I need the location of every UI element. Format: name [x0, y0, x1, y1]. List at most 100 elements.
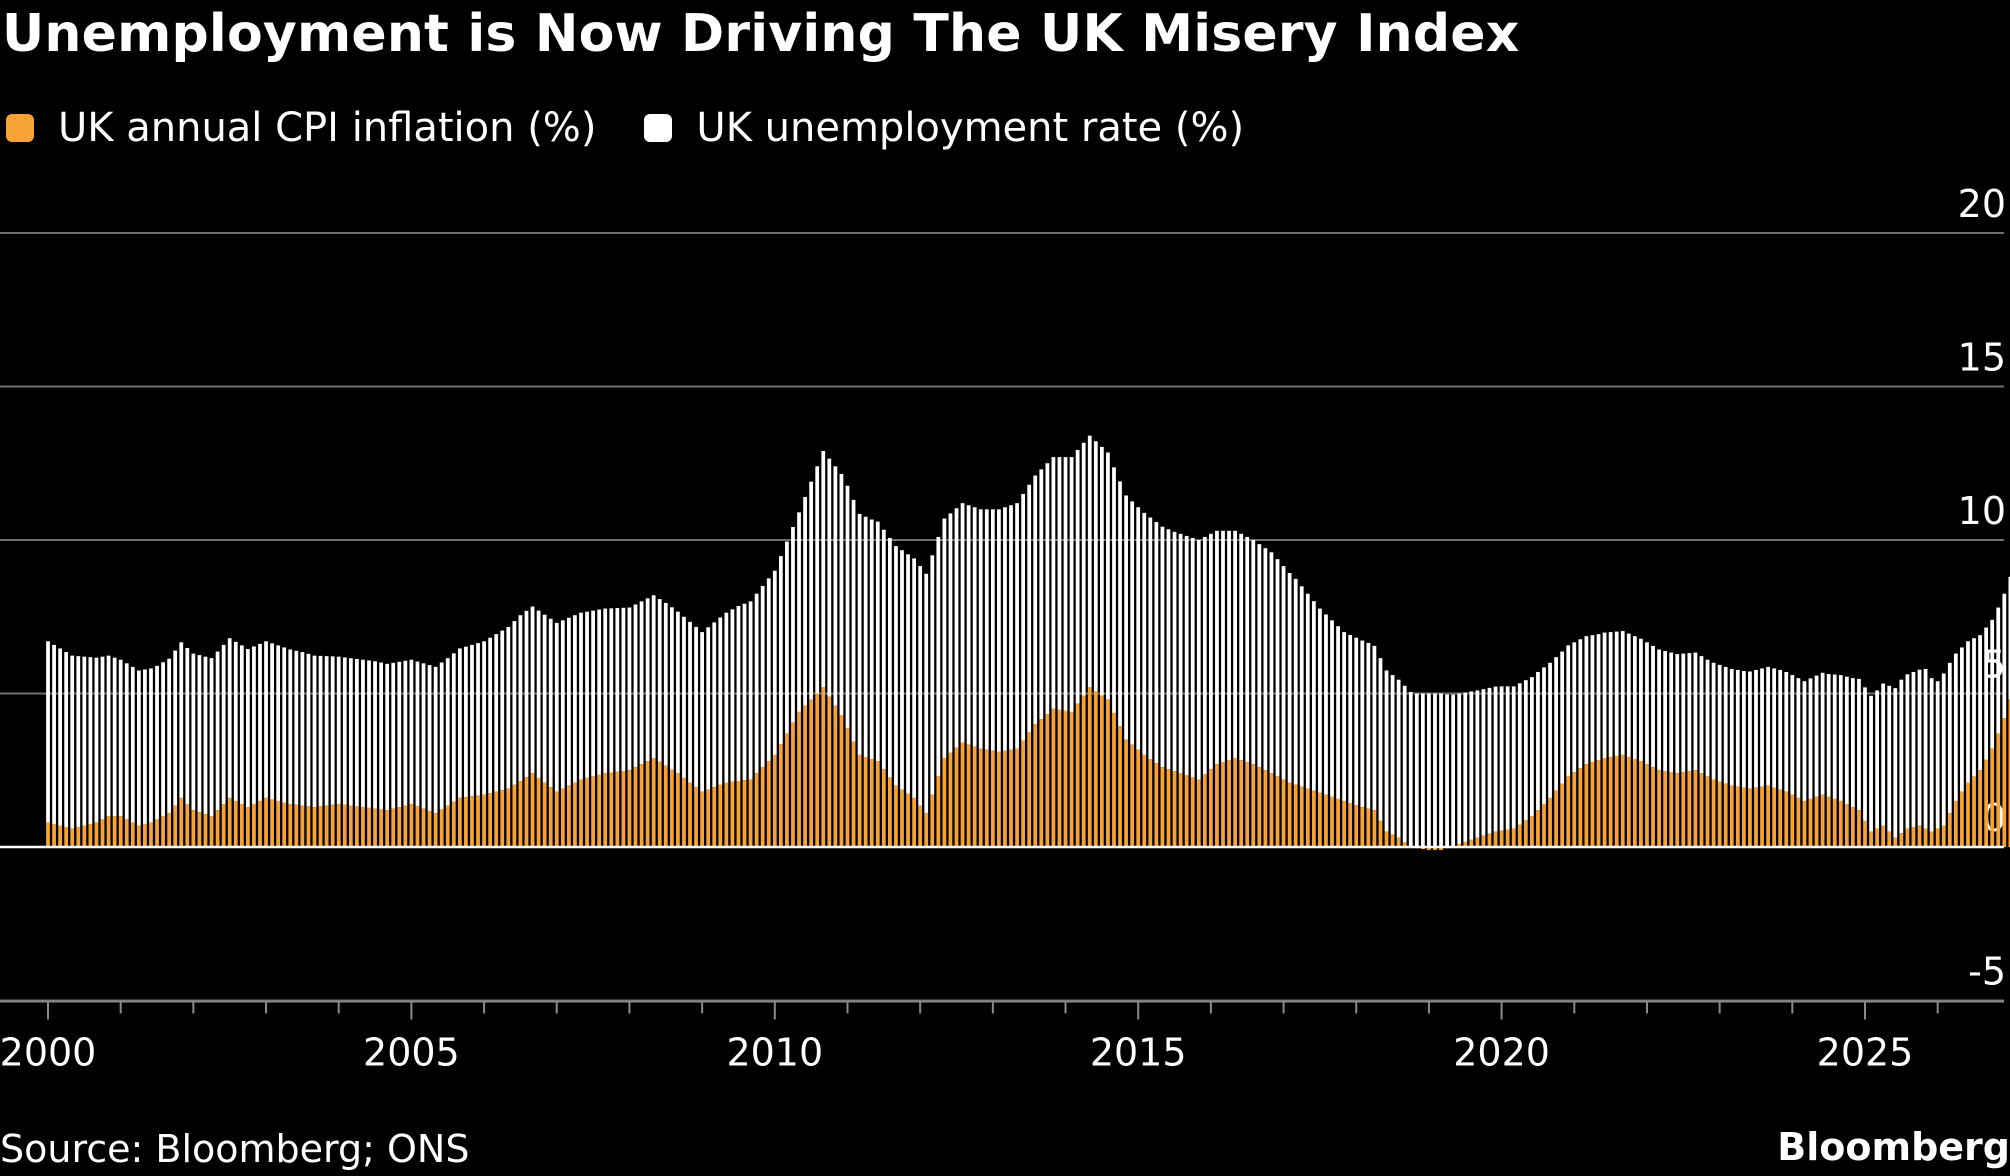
- bar-unemployment: [1124, 495, 1128, 740]
- bar-inflation: [500, 790, 505, 847]
- bar-inflation: [700, 791, 704, 847]
- bar-inflation: [609, 772, 614, 847]
- bar-inflation: [833, 705, 838, 847]
- bar-unemployment: [227, 638, 232, 798]
- bar-inflation: [379, 809, 383, 847]
- bar-inflation: [161, 816, 165, 847]
- bar-inflation: [1463, 841, 1468, 847]
- bar-inflation: [1154, 763, 1159, 847]
- bar-inflation: [1554, 790, 1558, 847]
- bar-unemployment: [1614, 631, 1619, 756]
- bar-inflation: [839, 714, 844, 847]
- bar-unemployment: [724, 612, 729, 783]
- bar-unemployment: [918, 566, 923, 806]
- y-axis-labels: 20151050-5: [1958, 182, 2006, 994]
- bar-unemployment: [772, 570, 777, 755]
- bar-inflation: [645, 761, 650, 847]
- bar-unemployment: [1227, 530, 1231, 761]
- bar-unemployment: [1372, 645, 1377, 811]
- bar-unemployment: [1311, 601, 1316, 791]
- bar-inflation: [1287, 782, 1292, 847]
- bar-unemployment: [1420, 693, 1425, 847]
- bar-inflation: [1614, 755, 1619, 847]
- bar-inflation: [797, 711, 801, 847]
- bar-inflation: [1215, 764, 1219, 847]
- bar-inflation: [881, 769, 886, 847]
- bar-unemployment: [1966, 641, 1970, 783]
- bar-unemployment: [270, 643, 274, 800]
- bar-inflation: [1645, 764, 1649, 847]
- bar-inflation: [76, 827, 81, 847]
- bar-inflation: [1681, 772, 1686, 847]
- legend-swatch-unemployment: [644, 114, 673, 142]
- bar-unemployment: [245, 648, 250, 808]
- bar-unemployment: [1645, 642, 1649, 765]
- bar-inflation: [712, 787, 717, 847]
- bar-unemployment: [264, 641, 268, 798]
- bar-inflation: [403, 805, 408, 847]
- bar-inflation: [688, 782, 692, 847]
- bar-unemployment: [136, 670, 141, 826]
- bar-inflation: [506, 788, 511, 847]
- bar-inflation: [330, 804, 335, 847]
- bar-unemployment: [1814, 675, 1819, 797]
- bar-inflation: [754, 773, 759, 847]
- bar-inflation: [215, 810, 220, 847]
- bar-unemployment: [1493, 686, 1498, 832]
- bar-unemployment: [185, 647, 190, 805]
- bar-inflation: [1299, 786, 1304, 847]
- bar-unemployment: [997, 509, 1001, 752]
- bar-unemployment: [1445, 694, 1449, 847]
- bar-unemployment: [809, 481, 814, 700]
- bar-unemployment: [1475, 690, 1480, 838]
- legend-label-unemployment: UK unemployment rate (%): [696, 105, 1245, 151]
- bar-unemployment: [130, 666, 135, 823]
- bar-inflation: [1966, 782, 1970, 847]
- bar-unemployment: [821, 450, 826, 688]
- bar-inflation: [1366, 808, 1371, 848]
- bar-inflation: [1869, 831, 1873, 847]
- bar-unemployment: [657, 599, 662, 762]
- bar-inflation: [1378, 820, 1383, 847]
- bar-inflation: [1620, 754, 1625, 847]
- bar-inflation: [772, 754, 777, 847]
- bar-unemployment: [1572, 642, 1577, 773]
- bar-inflation: [1493, 831, 1498, 847]
- bar-unemployment: [324, 656, 329, 806]
- bar-inflation: [676, 773, 680, 847]
- bar-unemployment: [252, 646, 256, 805]
- bar-unemployment: [342, 657, 347, 805]
- bar-inflation: [518, 781, 523, 847]
- bar-inflation: [1087, 687, 1092, 847]
- bar-unemployment: [1911, 672, 1916, 828]
- bar-unemployment: [573, 615, 577, 783]
- bar-unemployment: [1463, 692, 1468, 842]
- bar-unemployment: [1481, 689, 1486, 836]
- bar-inflation: [1530, 816, 1534, 847]
- bar-inflation: [1972, 776, 1976, 847]
- bar-unemployment: [1863, 687, 1867, 821]
- bar-inflation: [1905, 828, 1910, 847]
- bar-unemployment: [445, 658, 450, 806]
- bar-inflation: [239, 804, 244, 847]
- bar-inflation: [106, 816, 111, 847]
- bar-unemployment: [1469, 691, 1474, 840]
- bar-unemployment: [797, 512, 801, 712]
- bar-unemployment: [1396, 679, 1401, 838]
- bar-inflation: [573, 782, 577, 847]
- bar-inflation: [1687, 771, 1692, 847]
- bar-inflation: [1796, 797, 1801, 847]
- bar-inflation: [1003, 750, 1007, 847]
- bar-inflation: [1275, 776, 1280, 847]
- bar-unemployment: [1796, 678, 1801, 798]
- bar-inflation: [276, 800, 281, 847]
- bar-inflation: [1354, 805, 1359, 847]
- bar-unemployment: [1487, 687, 1492, 834]
- bar-unemployment: [1354, 637, 1359, 806]
- bar-unemployment: [972, 507, 977, 747]
- bar-inflation: [409, 804, 414, 847]
- bar-inflation: [1990, 748, 1995, 847]
- source-note: Source: Bloomberg; ONS: [0, 1127, 470, 1171]
- bar-unemployment: [524, 610, 529, 778]
- bar-inflation: [1536, 810, 1540, 847]
